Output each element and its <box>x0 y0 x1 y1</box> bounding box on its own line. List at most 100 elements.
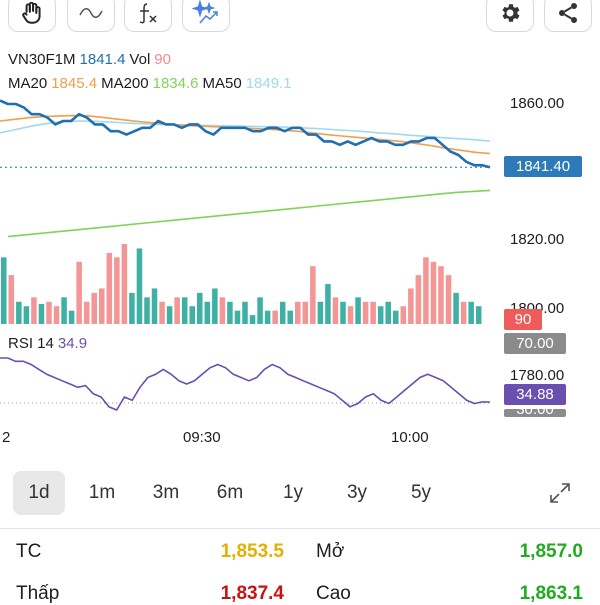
volume-bar <box>61 297 67 324</box>
volume-bar <box>38 304 45 324</box>
ma50-label: MA50 <box>202 75 242 92</box>
low-label: Thấp <box>16 583 60 604</box>
volume-bar <box>415 275 422 324</box>
volume-bar <box>362 301 369 324</box>
volume-bar <box>400 306 407 324</box>
volume-bar <box>377 306 384 324</box>
volume-bar <box>8 275 15 324</box>
rsi-line <box>0 357 491 412</box>
range-3m[interactable]: 3m <box>152 482 180 503</box>
volume-bar <box>385 301 391 324</box>
volume-bar <box>332 297 339 324</box>
expand-icon[interactable] <box>534 471 586 515</box>
volume-bar <box>279 301 286 324</box>
ma200-line <box>7 189 491 238</box>
rsi-30-badge-text: 30.00 <box>516 409 554 417</box>
rsi-70-badge: 70.00 <box>504 333 566 354</box>
price-tick-1820: 1820.00 <box>510 231 565 248</box>
time-tick-0: 2 <box>2 429 11 446</box>
range-6m[interactable]: 6m <box>216 482 244 503</box>
time-tick-2: 10:00 <box>391 429 429 446</box>
volume-bar <box>91 292 97 324</box>
rsi-legend: RSI 14 34.9 <box>8 335 91 352</box>
drawing-toolbar <box>0 0 600 36</box>
volume-bar <box>310 266 316 324</box>
symbol-label: VN30F1M <box>8 51 76 68</box>
volume-badge: 90 <box>504 309 542 330</box>
range-1m[interactable]: 1m <box>88 482 116 503</box>
volume-bar <box>31 297 37 324</box>
volume-bar <box>468 301 474 324</box>
volume-bar <box>181 297 188 324</box>
volume-bar <box>159 301 165 324</box>
wave-icon[interactable] <box>67 0 115 32</box>
hand-icon[interactable] <box>8 0 56 32</box>
volume-bar <box>242 301 248 324</box>
rsi-current-badge: 34.88 <box>504 384 566 405</box>
volume-bar <box>475 306 482 324</box>
volume-bar <box>445 275 452 324</box>
volume-bar <box>347 306 354 324</box>
ma200-label: MA200 <box>101 75 149 92</box>
volume-bar <box>144 297 150 324</box>
volume-bar <box>1 257 7 324</box>
sparkle-icon[interactable] <box>182 0 230 32</box>
volume-bar <box>46 301 52 324</box>
ma20-value: 1845.4 <box>51 75 98 92</box>
tc-value: 1,853.5 <box>220 541 284 562</box>
volume-bar <box>249 315 256 324</box>
vol-label: Vol <box>129 51 151 68</box>
volume-bar <box>174 297 180 324</box>
rsi-30-badge: 30.00 <box>504 409 566 417</box>
volume-bar <box>430 261 437 324</box>
vol-value: 90 <box>154 51 171 68</box>
divider <box>0 528 600 529</box>
gear-icon[interactable] <box>486 0 534 32</box>
tc-label: TC <box>16 541 42 562</box>
open-value: 1,857.0 <box>519 541 583 562</box>
volume-bar <box>16 301 22 324</box>
price-chart[interactable] <box>0 90 600 430</box>
volume-bar <box>408 288 414 324</box>
volume-bar <box>53 306 60 324</box>
current-price-badge: 1841.40 <box>504 156 582 177</box>
ma200-value: 1834.6 <box>152 75 199 92</box>
volume-bar <box>99 288 105 324</box>
volume-bar <box>227 301 233 324</box>
volume-bar <box>234 310 241 324</box>
volume-bar <box>460 301 467 324</box>
volume-bar <box>264 310 271 324</box>
volume-bar <box>212 288 218 324</box>
range-1y[interactable]: 1y <box>282 482 304 503</box>
volume-bar <box>219 297 226 324</box>
volume-bar <box>438 266 444 324</box>
range-3y[interactable]: 3y <box>346 482 368 503</box>
volume-bar <box>317 301 324 324</box>
volume-bar <box>106 252 113 324</box>
low-value: 1,837.4 <box>220 583 284 604</box>
ma-legend: MA20 1845.4 MA200 1834.6 MA50 1849.1 <box>8 75 296 92</box>
share-icon[interactable] <box>544 0 592 32</box>
volume-bar <box>272 310 278 324</box>
volume-bar <box>393 310 399 324</box>
volume-bar <box>295 301 301 324</box>
price-line <box>0 99 491 169</box>
range-5y[interactable]: 5y <box>410 482 432 503</box>
price-tick-1860: 1860.00 <box>510 95 565 112</box>
volume-bar <box>129 292 135 324</box>
volume-bar <box>453 292 459 324</box>
volume-bar <box>197 292 203 324</box>
volume-bar <box>136 248 143 324</box>
volume-bar <box>302 301 309 324</box>
function-icon[interactable] <box>124 0 172 32</box>
high-value: 1,863.1 <box>519 583 583 604</box>
rsi-value: 34.9 <box>57 335 88 352</box>
range-1d[interactable]: 1d <box>13 471 65 515</box>
volume-bar <box>340 301 346 324</box>
volume-bar <box>23 306 30 324</box>
volume-bar <box>151 288 158 324</box>
ma20-label: MA20 <box>8 75 48 92</box>
volume-bar <box>287 310 293 324</box>
volume-bar <box>325 284 331 324</box>
volume-bar <box>121 244 128 324</box>
